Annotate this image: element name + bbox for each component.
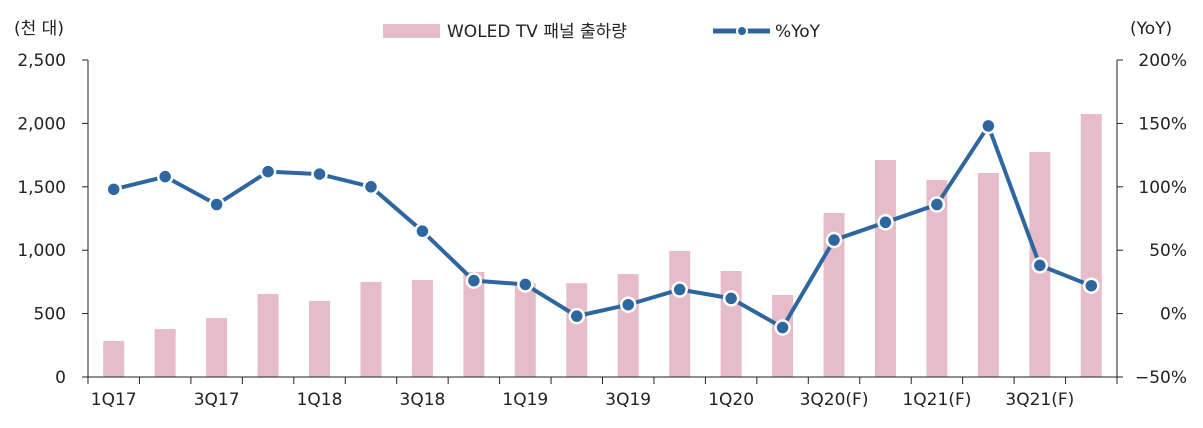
legend-bar-label: WOLED TV 패널 출하량 bbox=[447, 22, 627, 42]
yoy-point-2Q21(F) bbox=[980, 117, 997, 135]
left-tick-label: 1,500 bbox=[17, 178, 66, 198]
bar-1Q21(F) bbox=[926, 180, 948, 377]
bar-1Q18 bbox=[309, 300, 331, 377]
left-tick-label: 1,000 bbox=[17, 241, 66, 261]
bar-2Q18 bbox=[360, 281, 382, 377]
yoy-point-1Q19 bbox=[517, 276, 534, 293]
left-tick-label: 0 bbox=[55, 368, 66, 388]
x-tick-label: 1Q17 bbox=[91, 390, 137, 410]
legend-bar-swatch bbox=[383, 24, 440, 38]
bar-4Q18 bbox=[463, 272, 485, 377]
bar-4Q19 bbox=[669, 250, 691, 377]
legend-line-label: %YoY bbox=[775, 22, 821, 42]
left-axis-unit: (천 대) bbox=[14, 19, 64, 39]
yoy-point-1Q20 bbox=[722, 290, 740, 307]
right-tick-label: 0% bbox=[1160, 305, 1187, 325]
yoy-point-3Q18 bbox=[414, 222, 431, 240]
yoy-point-4Q18 bbox=[465, 272, 483, 289]
yoy-point-1Q18 bbox=[311, 165, 328, 183]
yoy-line bbox=[113, 123, 1093, 330]
legend: WOLED TV 패널 출하량 %YoY bbox=[383, 22, 821, 42]
bar-4Q17 bbox=[257, 293, 279, 377]
left-tick-label: 2,000 bbox=[17, 114, 66, 134]
left-tick-label: 500 bbox=[34, 305, 66, 325]
x-tick-label: 3Q20(F) bbox=[800, 390, 869, 410]
x-tick-label: 1Q19 bbox=[502, 390, 548, 410]
bar-1Q20 bbox=[720, 270, 742, 377]
right-tick-label: −50% bbox=[1135, 368, 1187, 388]
x-tick-label: 3Q21(F) bbox=[1005, 390, 1074, 410]
bar-3Q17 bbox=[206, 318, 228, 377]
x-tick-label: 1Q18 bbox=[297, 390, 343, 410]
bar-3Q19 bbox=[617, 274, 639, 377]
yoy-point-2Q19 bbox=[568, 307, 586, 325]
yoy-point-4Q21(F) bbox=[1083, 277, 1100, 294]
yoy-point-2Q20 bbox=[774, 319, 791, 336]
left-tick-label: 2,500 bbox=[17, 51, 66, 71]
x-tick-label: 1Q21(F) bbox=[902, 390, 971, 410]
yoy-point-3Q19 bbox=[619, 296, 637, 313]
bar-2Q21(F) bbox=[977, 172, 999, 377]
x-tick-label: 3Q19 bbox=[605, 390, 651, 410]
yoy-point-2Q17 bbox=[156, 168, 174, 185]
bar-4Q20(F) bbox=[874, 160, 896, 377]
bar-2Q19 bbox=[566, 283, 588, 377]
right-tick-label: 100% bbox=[1138, 178, 1187, 198]
right-tick-label: 200% bbox=[1138, 51, 1187, 71]
bar-3Q18 bbox=[411, 279, 433, 377]
bar-4Q21(F) bbox=[1080, 114, 1102, 378]
yoy-point-1Q21(F) bbox=[928, 196, 946, 213]
bar-2Q17 bbox=[154, 329, 176, 377]
yoy-point-4Q20(F) bbox=[877, 214, 894, 231]
yoy-point-3Q17 bbox=[208, 196, 225, 213]
x-tick-label: 3Q18 bbox=[400, 390, 446, 410]
bar-2Q20 bbox=[772, 294, 794, 377]
right-axis-unit: (YoY) bbox=[1130, 19, 1172, 39]
x-tick-label: 1Q20 bbox=[708, 390, 754, 410]
yoy-point-3Q21(F) bbox=[1031, 257, 1049, 274]
yoy-point-4Q19 bbox=[671, 281, 688, 298]
yoy-point-4Q17 bbox=[259, 163, 277, 180]
bar-1Q19 bbox=[514, 283, 536, 377]
yoy-point-3Q20(F) bbox=[825, 231, 843, 249]
x-tick-label: 3Q17 bbox=[194, 390, 240, 410]
bar-3Q20(F) bbox=[823, 213, 845, 377]
bar-1Q17 bbox=[103, 340, 125, 377]
legend-line-marker bbox=[736, 25, 748, 37]
right-tick-label: 150% bbox=[1138, 114, 1187, 134]
right-tick-label: 50% bbox=[1149, 241, 1187, 261]
yoy-point-1Q17 bbox=[105, 181, 122, 198]
yoy-point-2Q18 bbox=[362, 178, 380, 196]
